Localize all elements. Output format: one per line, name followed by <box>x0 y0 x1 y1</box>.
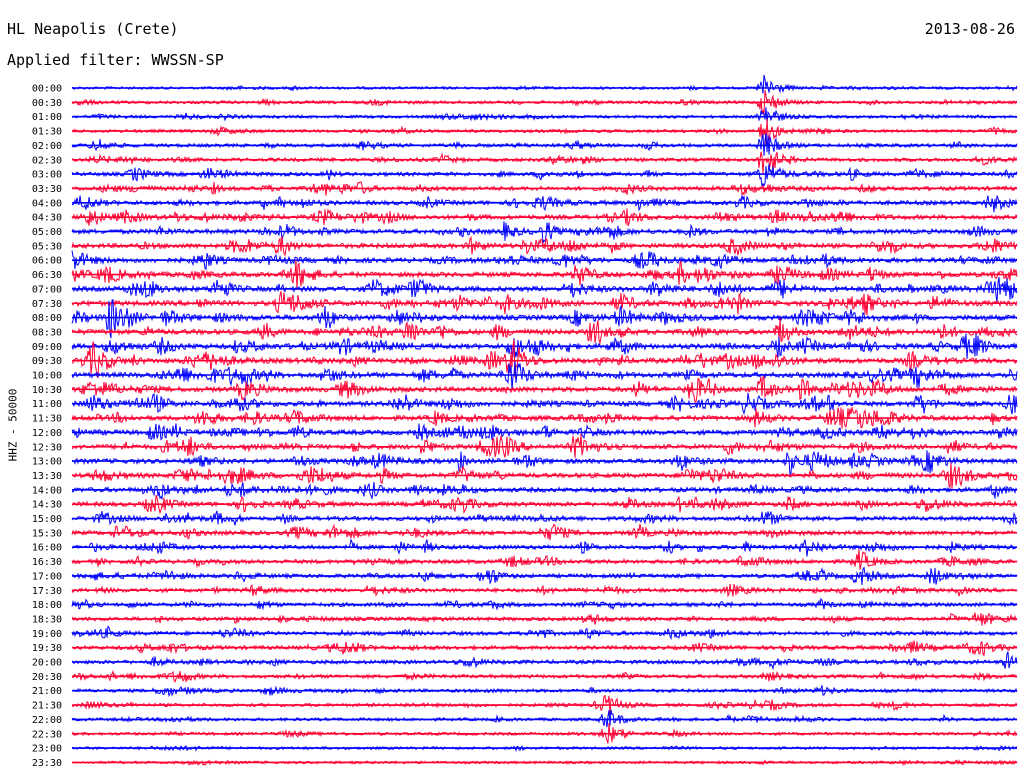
row-label: 13:30 <box>32 471 62 482</box>
row-label: 09:00 <box>32 342 62 353</box>
row-label: 05:30 <box>32 241 62 252</box>
trace-row <box>71 625 1018 641</box>
trace-row <box>71 709 1018 728</box>
trace-row <box>71 133 1018 156</box>
date-label: 2013-08-26 <box>924 20 1015 38</box>
row-label: 15:00 <box>32 514 62 525</box>
row-label: 03:00 <box>32 170 62 181</box>
row-label: 22:30 <box>32 729 62 740</box>
row-label: 08:00 <box>32 313 62 324</box>
row-label: 19:30 <box>32 643 62 654</box>
row-label: 23:30 <box>32 758 62 769</box>
row-label: 20:30 <box>32 672 62 683</box>
trace-row <box>71 107 1018 124</box>
row-label: 14:30 <box>32 500 62 511</box>
trace-row <box>71 450 1018 477</box>
row-label: 19:00 <box>32 629 62 640</box>
row-label: 04:30 <box>32 213 62 224</box>
row-label: 16:00 <box>32 543 62 554</box>
seismic-traces <box>71 74 1018 767</box>
row-label: 12:00 <box>32 428 62 439</box>
row-label: 17:30 <box>32 586 62 597</box>
trace-row <box>71 510 1018 526</box>
row-label: 16:30 <box>32 557 62 568</box>
trace-row <box>71 651 1018 671</box>
row-label: 17:00 <box>32 571 62 582</box>
row-label: 07:00 <box>32 284 62 295</box>
trace-row <box>71 119 1018 145</box>
row-label: 21:30 <box>32 701 62 712</box>
row-label: 01:30 <box>32 127 62 138</box>
row-label: 05:00 <box>32 227 62 238</box>
trace-row <box>71 299 1018 339</box>
station-title: HL Neapolis (Crete) <box>7 20 179 38</box>
row-label: 18:30 <box>32 614 62 625</box>
row-label: 22:00 <box>32 715 62 726</box>
row-label: 06:00 <box>32 256 62 267</box>
row-label: 06:30 <box>32 270 62 281</box>
row-label: 13:00 <box>32 457 62 468</box>
row-label: 20:00 <box>32 658 62 669</box>
row-label: 18:00 <box>32 600 62 611</box>
row-label: 04:00 <box>32 198 62 209</box>
trace-row <box>71 549 1018 570</box>
row-label: 15:30 <box>32 528 62 539</box>
row-label: 07:30 <box>32 299 62 310</box>
row-label: 03:30 <box>32 184 62 195</box>
filter-label: Applied filter: WWSSN-SP <box>7 51 224 69</box>
trace-row <box>71 259 1018 291</box>
trace-row <box>71 151 1017 174</box>
trace-row <box>71 433 1018 458</box>
trace-row <box>71 195 1018 213</box>
row-label: 14:00 <box>32 485 62 496</box>
trace-row <box>71 339 1018 379</box>
row-label: 08:30 <box>32 327 62 338</box>
trace-row <box>71 317 1018 345</box>
row-label: 02:00 <box>32 141 62 152</box>
trace-row <box>71 462 1018 489</box>
row-time-labels: 00:00 00:30 01:00 01:30 02:00 02:30 03:00 03:30… <box>32 84 62 769</box>
row-label: 10:00 <box>32 371 62 382</box>
trace-row <box>71 523 1018 541</box>
row-label: 00:00 <box>32 84 62 95</box>
row-label: 09:30 <box>32 356 62 367</box>
row-label: 01:00 <box>32 112 62 123</box>
row-label: 10:30 <box>32 385 62 396</box>
trace-row <box>71 74 1018 94</box>
row-label: 11:30 <box>32 414 62 425</box>
row-label: 02:30 <box>32 155 62 166</box>
row-label: 12:30 <box>32 442 62 453</box>
row-label: 00:30 <box>32 98 62 109</box>
row-label: 23:00 <box>32 744 62 755</box>
row-label: 11:00 <box>32 399 62 410</box>
row-label: 21:00 <box>32 686 62 697</box>
